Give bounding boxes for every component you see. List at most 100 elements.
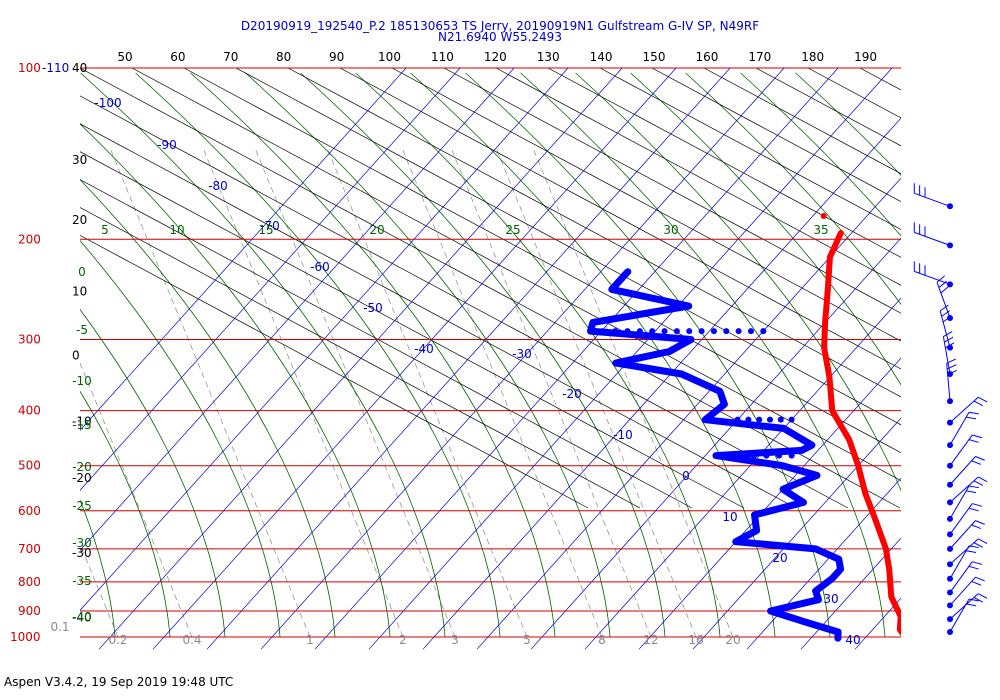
wind-barb-shaft: [914, 231, 951, 246]
pressure-tick-label: 500: [18, 459, 41, 473]
moist-adiabat-line: [135, 72, 501, 638]
dewpoint-point: [636, 328, 643, 335]
isotherm-label: 10: [722, 510, 737, 524]
dewpoint-line: [587, 268, 845, 642]
isotherm-label: -60: [310, 260, 330, 274]
mixing-ratio-label: 20: [725, 633, 740, 647]
moist-adiabat-line: [80, 123, 391, 638]
moist-adiabat-label: 15: [258, 223, 273, 237]
mixing-ratio-label: 0.4: [182, 633, 201, 647]
pressure-tick-label: 300: [18, 332, 41, 346]
dry-adiabat-line: [80, 95, 849, 509]
dewpoint-point: [661, 328, 668, 335]
top-axis-label: 190: [854, 50, 877, 64]
moist-adiabat-line: [80, 499, 116, 638]
wind-barb-feather: [968, 485, 979, 489]
top-axis-label: 60: [170, 50, 185, 64]
mixing-ratio-line: [450, 147, 652, 638]
dry-adiabat-line: [443, 68, 901, 314]
mixing-ratio-line: [401, 147, 603, 638]
dry-adiabat-line: [651, 68, 901, 203]
dewpoint-point: [710, 328, 717, 335]
top-axis-label: 150: [643, 50, 666, 64]
dry-adiabat-line: [80, 151, 745, 509]
top-axis-label: 50: [117, 50, 132, 64]
wind-barb-shaft: [949, 456, 976, 486]
footer-version: Aspen V3.4.2, 19 Sep 2019 19:48 UTC: [4, 675, 234, 689]
moist-adiabat-line: [80, 309, 226, 638]
moist-adiabat-left-label: -30: [72, 536, 92, 550]
wind-barb-feather: [971, 524, 982, 530]
top-axis-label: 140: [590, 50, 613, 64]
wind-barb-feather: [972, 434, 983, 439]
mixing-ratio-line: [109, 147, 311, 638]
mixing-ratio-line: [326, 147, 528, 638]
moist-adiabat-label: 10: [169, 223, 184, 237]
dry-adiabat-line: [287, 68, 901, 398]
dewpoint-point: [766, 416, 773, 423]
top-axis-label: 80: [276, 50, 291, 64]
dry-adiabat-line: [131, 68, 901, 482]
moist-adiabat-left-label: -35: [72, 574, 92, 588]
dry-adiabat-line: [80, 68, 901, 509]
height-tick-label: -20: [72, 471, 92, 485]
wind-barb-feather: [966, 603, 977, 607]
moist-adiabat-line: [630, 72, 901, 386]
dry-adiabat-line: [807, 68, 901, 119]
wind-barb-feather: [978, 593, 988, 599]
moist-adiabat-line: [355, 72, 721, 638]
moist-adiabat-line: [80, 390, 171, 638]
mixing-ratio-line: [80, 543, 119, 638]
moist-adiabat-label: 30: [663, 223, 678, 237]
height-tick-label: 20: [72, 213, 87, 227]
mixing-ratio-label: 5: [523, 633, 531, 647]
moist-adiabat-line: [685, 72, 901, 306]
top-axis-label: 120: [484, 50, 507, 64]
dewpoint-point: [649, 328, 656, 335]
moist-adiabat-left-label: -15: [72, 418, 92, 432]
isotherm-label: -40: [414, 342, 434, 356]
height-tick-label: 10: [72, 284, 87, 298]
dewpoint-point: [599, 328, 606, 335]
top-axis-label: 70: [223, 50, 238, 64]
dry-adiabat-line: [80, 207, 641, 509]
wind-barb-shaft: [939, 310, 951, 348]
moist-adiabat-label: 25: [505, 223, 520, 237]
mixing-ratio-label: 1: [306, 633, 314, 647]
isotherm-label: -50: [363, 301, 383, 315]
wind-barb-feather: [973, 597, 984, 603]
mixing-ratio-label: 8: [598, 633, 606, 647]
mixing-ratio-label: 0.2: [108, 633, 127, 647]
isotherm-line: [476, 177, 901, 650]
wind-barb-feather: [944, 336, 954, 343]
isotherm-line: [692, 417, 901, 650]
top-axis-label: 130: [537, 50, 560, 64]
moist-adiabat-line: [520, 72, 886, 638]
dewpoint-point: [673, 328, 680, 335]
top-isotherm-label: -110: [42, 61, 69, 75]
wind-barb-feather: [943, 331, 953, 338]
dry-adiabat-line: [912, 68, 1000, 508]
dewpoint-point: [745, 416, 752, 423]
wind-barb-feather: [971, 460, 982, 465]
pressure-tick-label: 400: [18, 404, 41, 418]
dewpoint-point: [734, 416, 741, 423]
temperature-point: [820, 212, 827, 219]
pressure-tick-label: 1000: [10, 630, 41, 644]
wind-barb-feather: [972, 503, 983, 507]
isobars: [80, 67, 901, 638]
moist-adiabat-line: [410, 72, 776, 638]
dry-adiabat-line: [495, 68, 901, 286]
moist-adiabat-line: [80, 72, 446, 638]
dry-adiabat-line: [183, 68, 901, 454]
moist-adiabat-left-label: -5: [76, 323, 88, 337]
wind-barb-feather: [939, 304, 949, 312]
dewpoint-point: [788, 416, 795, 423]
wind-barb-shaft: [946, 363, 951, 402]
wind-barb-feather: [947, 369, 957, 376]
dewpoint-point: [624, 328, 631, 335]
height-tick-label: 40: [72, 61, 87, 75]
moist-adiabat-line: [300, 72, 666, 638]
moist-adiabat-line: [80, 240, 281, 638]
chart-subtitle: N21.6940 W55.2493: [438, 30, 562, 44]
